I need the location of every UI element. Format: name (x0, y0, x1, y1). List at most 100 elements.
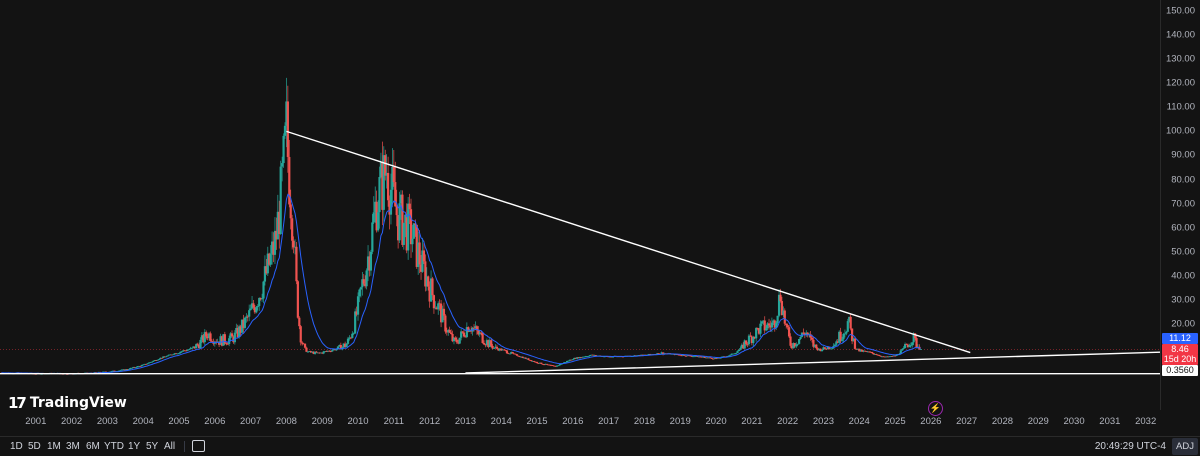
candle-body (276, 211, 279, 240)
candle-body (428, 286, 431, 302)
candle-body (362, 279, 365, 284)
candle-body (197, 344, 201, 349)
timeframe-button-1m[interactable]: 1M (47, 441, 61, 452)
candle-body (693, 356, 696, 358)
price-label-tag: 8.46 (1162, 344, 1198, 355)
candle-body (680, 355, 683, 357)
timeframe-button-1y[interactable]: 1Y (128, 441, 141, 452)
candle-body (883, 356, 887, 358)
candle-body (497, 348, 500, 351)
candle-body (183, 350, 186, 352)
adj-button[interactable]: ADJ (1172, 438, 1198, 455)
candle-body (842, 334, 845, 340)
candle-body (460, 331, 463, 338)
candle-body (328, 350, 331, 352)
candle-body (391, 166, 394, 190)
candle-body (548, 364, 552, 366)
candle-body (833, 344, 837, 346)
candle-body (785, 323, 788, 326)
candle-body (856, 348, 859, 350)
candle-body (329, 351, 332, 353)
candle-body (375, 201, 378, 231)
candle-body (399, 194, 403, 204)
candle-body (172, 354, 175, 356)
candle-body (557, 365, 560, 367)
candle-body (295, 246, 298, 282)
candle-body (510, 352, 513, 354)
candle-body (163, 356, 166, 358)
candle-body (692, 356, 695, 358)
candle-body (477, 330, 480, 335)
candle-body (291, 218, 294, 241)
candle-body (686, 355, 689, 357)
timeframe-button-ytd[interactable]: YTD (104, 441, 124, 452)
candle-body (576, 357, 579, 359)
candle-body (730, 353, 733, 355)
candle-body (553, 365, 556, 367)
candle-body (674, 354, 678, 355)
candle-body (355, 311, 358, 315)
candle-body (752, 336, 755, 344)
candle-body (381, 162, 384, 210)
candle-body (209, 333, 212, 341)
candle-body (640, 354, 643, 356)
candle-body (421, 250, 424, 272)
candle-body (520, 356, 523, 358)
candle-body (404, 214, 407, 223)
candle-body (110, 371, 113, 372)
timeframe-button-all[interactable]: All (164, 441, 176, 452)
time-axis[interactable]: 2001 2002 2003 2004 2005 2006 2007 2008 2009 2010… (0, 416, 1160, 430)
candle-body (166, 355, 169, 357)
candle-body (218, 341, 221, 345)
timeframe-button-5y[interactable]: 5Y (146, 441, 159, 452)
clock[interactable]: 20:49:29 UTC-4 (1094, 441, 1166, 452)
candle-body (481, 333, 484, 343)
candle-body (822, 347, 825, 350)
year-tick-label: 2012 (419, 416, 441, 427)
timeframe-button-6m[interactable]: 6M (86, 441, 100, 452)
candle-body (356, 296, 360, 315)
candle-body (586, 356, 589, 357)
year-tick-label: 2031 (1099, 416, 1121, 427)
candle-body (584, 356, 587, 357)
candle-body (911, 342, 914, 346)
candle-body (507, 353, 510, 355)
candle-body (750, 336, 753, 344)
candle-body (301, 342, 304, 344)
candle-body (765, 328, 768, 331)
year-tick-label: 2001 (25, 416, 47, 427)
candle-body (590, 354, 593, 356)
year-tick-label: 2017 (598, 416, 620, 427)
candle-body (704, 357, 708, 359)
toolbar-divider (184, 441, 185, 452)
candle-body (482, 342, 486, 345)
candle-body (777, 294, 781, 316)
candle-body (66, 374, 69, 375)
candle-body (318, 352, 321, 354)
candle-body (697, 356, 700, 358)
candle-body (737, 349, 741, 352)
candle-body (240, 319, 244, 333)
candle-body (283, 125, 287, 136)
candle-body (779, 294, 782, 302)
timeframe-button-5d[interactable]: 5D (28, 441, 41, 452)
candle-body (495, 346, 499, 349)
timeframe-button-3m[interactable]: 3M (66, 441, 80, 452)
candle-body (753, 336, 756, 339)
price-chart[interactable] (0, 0, 1160, 410)
candle-body (415, 224, 418, 267)
candle-body (710, 358, 713, 359)
year-tick-label: 2025 (884, 416, 906, 427)
candle-body (395, 206, 398, 216)
lightning-icon[interactable]: ⚡ (928, 401, 943, 416)
candle-body (189, 348, 192, 350)
chart-area[interactable] (0, 0, 1160, 410)
year-tick-label: 2016 (562, 416, 584, 427)
timeframe-button-1d[interactable]: 1D (10, 441, 23, 452)
candle-body (470, 330, 473, 332)
calendar-icon[interactable] (192, 440, 205, 452)
candle-body (786, 325, 789, 328)
candle-body (319, 352, 322, 354)
candle-body (437, 303, 440, 310)
candle-body (524, 357, 527, 359)
